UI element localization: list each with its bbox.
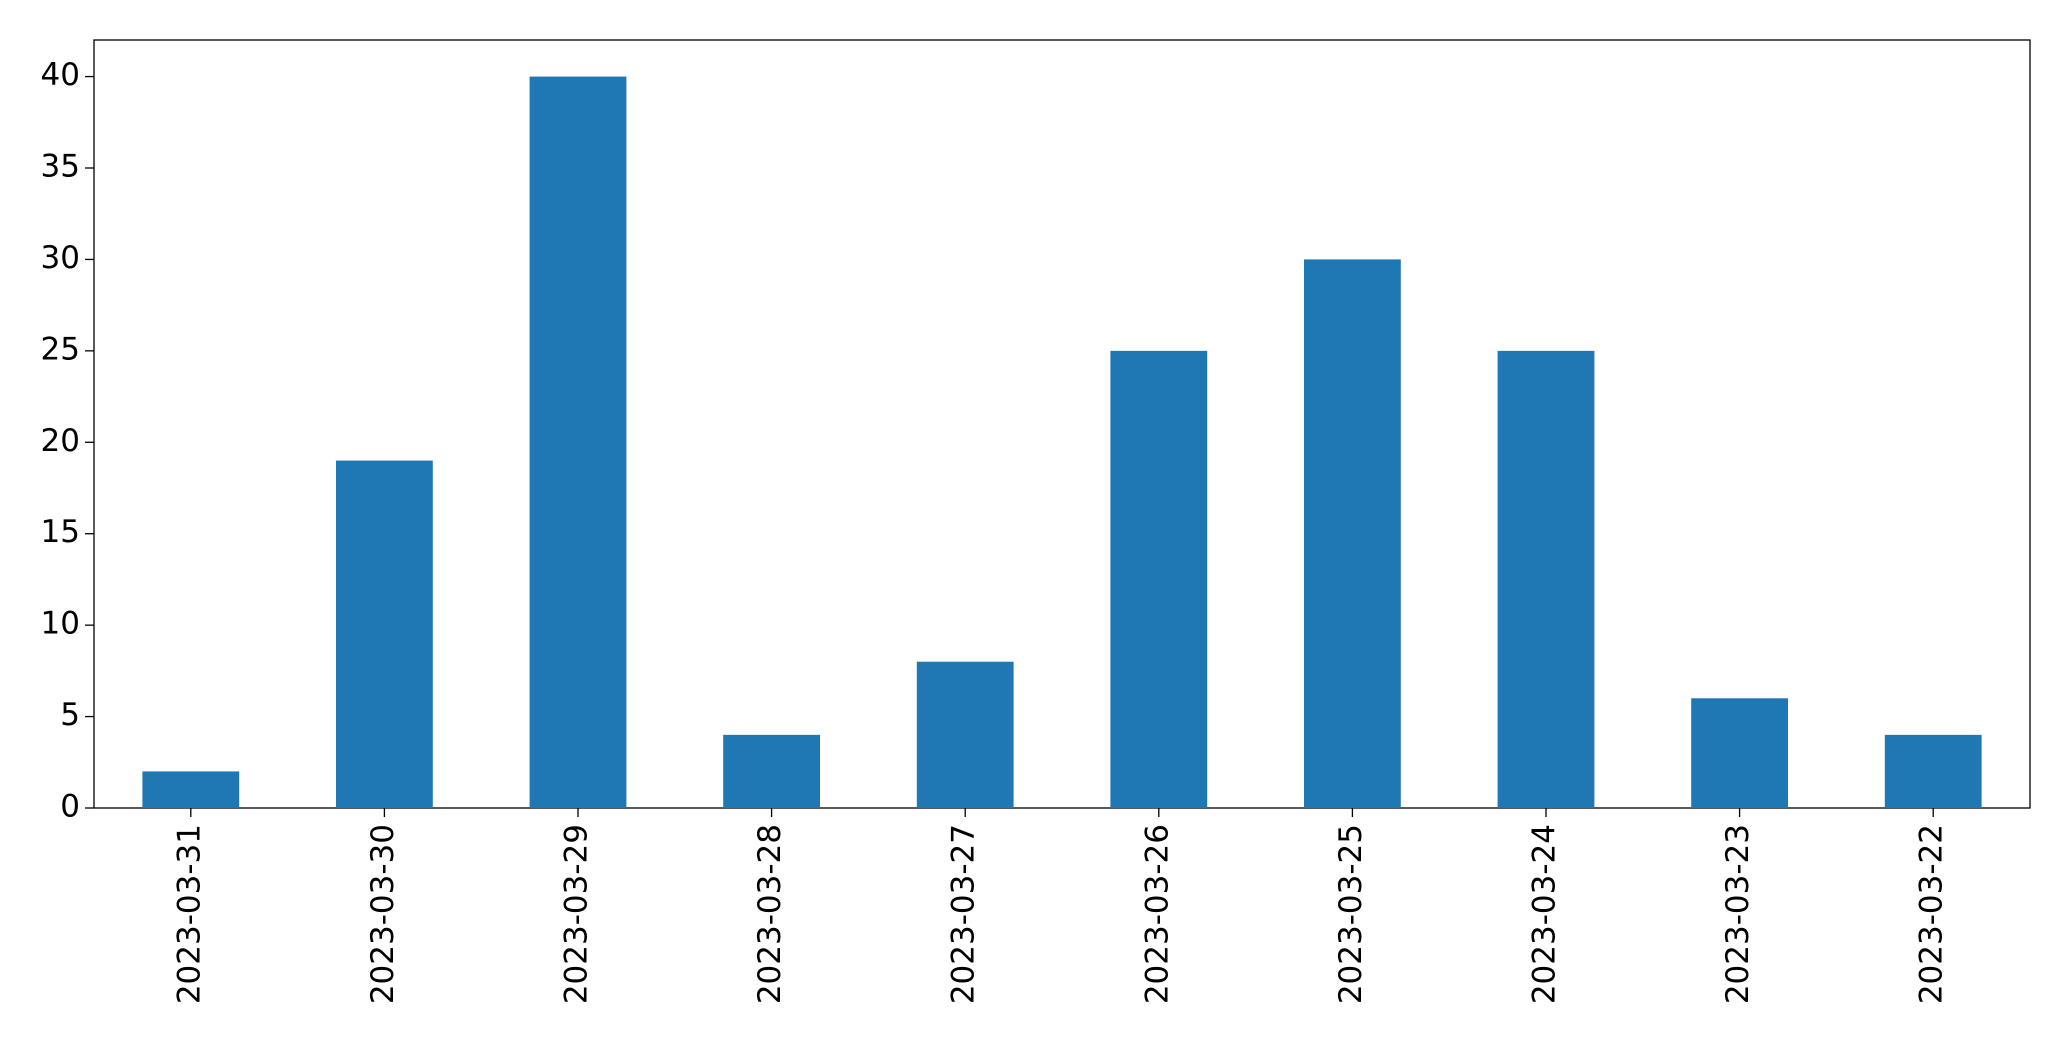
y-tick-label: 5: [60, 697, 80, 733]
bar: [1304, 259, 1401, 808]
bar: [1884, 734, 1982, 808]
bar: [1497, 350, 1595, 808]
x-tick-label: 2023-03-28: [752, 824, 788, 1004]
y-tick-label: 0: [60, 789, 80, 825]
bar: [1691, 698, 1788, 808]
x-tick-label: 2023-03-30: [365, 824, 401, 1004]
bar: [1110, 350, 1208, 808]
x-tick-label: 2023-03-27: [946, 824, 982, 1004]
x-tick-label: 2023-03-31: [171, 824, 207, 1004]
x-tick-label: 2023-03-22: [1914, 824, 1950, 1004]
bar: [723, 734, 820, 808]
y-tick-label: 30: [41, 240, 80, 276]
bar: [916, 661, 1014, 808]
bar: [142, 771, 240, 808]
bar: [529, 76, 627, 809]
x-tick-label: 2023-03-25: [1333, 824, 1369, 1004]
x-tick-label: 2023-03-26: [1139, 824, 1175, 1004]
y-tick-label: 15: [41, 514, 80, 550]
y-tick-label: 10: [41, 606, 80, 642]
x-tick-label: 2023-03-29: [559, 824, 595, 1004]
y-tick-label: 40: [41, 57, 80, 93]
bar: [336, 460, 433, 808]
plot-frame: [93, 39, 2031, 809]
y-tick-label: 35: [41, 149, 80, 185]
x-tick-label: 2023-03-24: [1527, 824, 1563, 1004]
x-tick-label: 2023-03-23: [1720, 824, 1756, 1004]
y-tick-label: 20: [41, 423, 80, 459]
y-tick-label: 25: [41, 331, 80, 367]
